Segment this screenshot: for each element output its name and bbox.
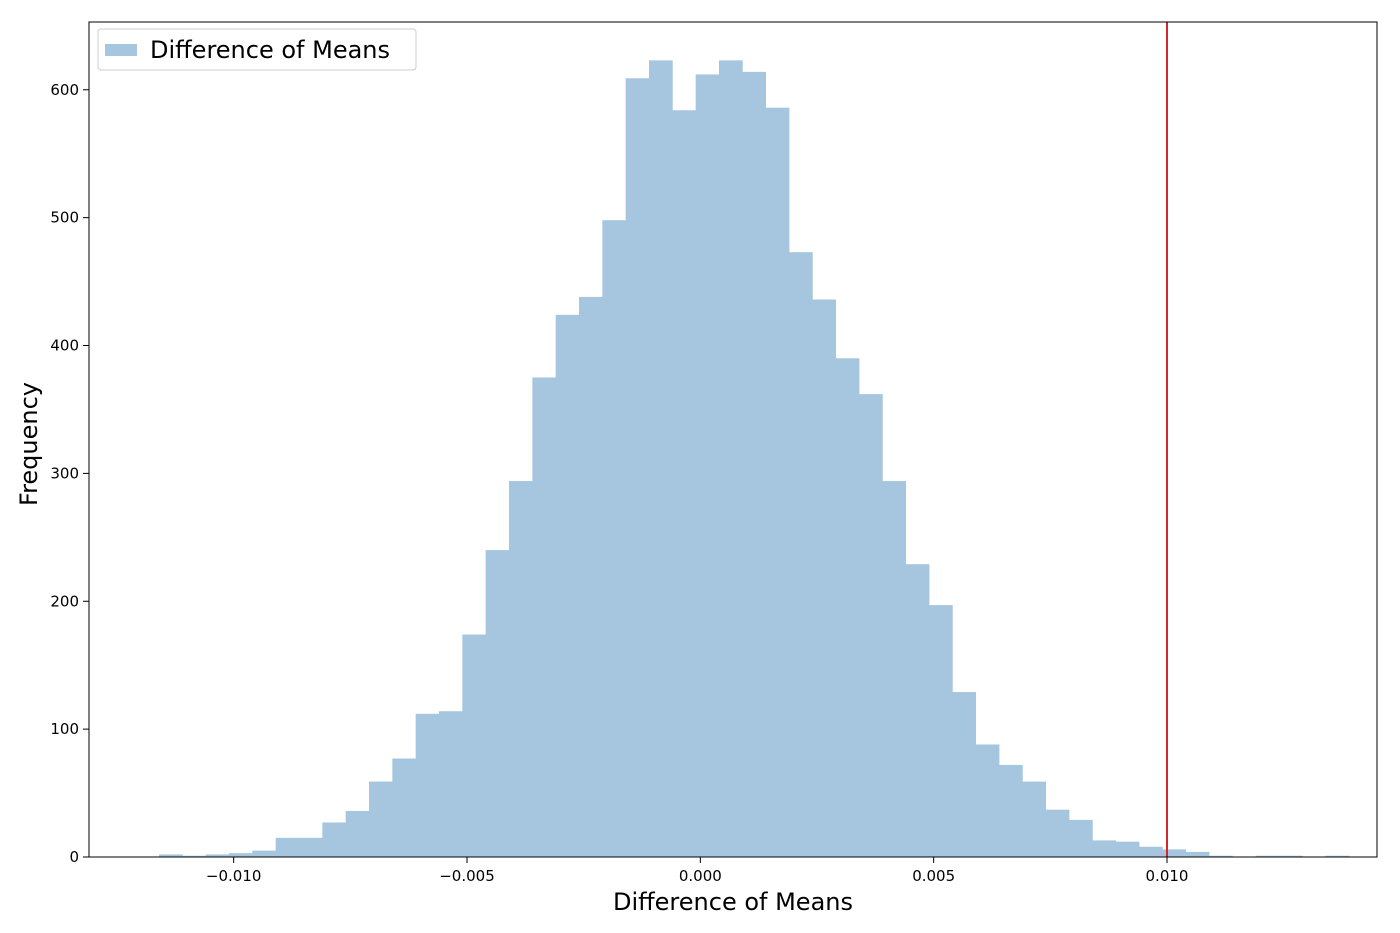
y-tick-label: 500 [50,209,79,227]
histogram-bar [602,220,627,857]
histogram-bar [1255,855,1280,857]
histogram-bar [999,764,1023,857]
histogram-bar [1139,846,1163,857]
legend-label: Difference of Means [150,36,390,64]
histogram-bar [742,71,767,858]
x-tick-label: 0.010 [1146,867,1189,885]
histogram-bar [1045,809,1070,857]
histogram-bar [532,377,557,857]
legend: Difference of Means [97,28,417,71]
histogram-bar [1325,855,1350,857]
histogram-bar [1092,840,1117,857]
histogram-bar [719,60,743,858]
legend-swatch [105,44,137,56]
histogram-bar [415,713,440,857]
histogram-bar [509,481,533,857]
histogram-bar [392,758,417,857]
y-axis-label: Frequency [15,382,43,506]
y-tick-label: 300 [50,464,79,482]
y-axis-ticks: 0 100 200 300 400 500 600 [50,81,89,866]
x-tick-label: −0.005 [439,867,495,885]
histogram-bar [322,822,347,857]
histogram-bar [812,299,837,858]
y-tick-label: 100 [50,720,79,738]
histogram-bar [229,853,253,857]
y-tick-label: 400 [50,337,79,355]
histogram-bar [882,481,907,857]
histogram-bar [625,78,650,857]
histogram-bar [789,252,813,858]
histogram-bar [182,855,207,857]
histogram-bar [765,107,790,858]
x-axis-label: Difference of Means [613,888,853,916]
histogram-bar [695,74,720,858]
histogram-bar [205,854,230,857]
plot-frame [88,21,1378,858]
histogram-bar [159,854,183,857]
histogram-bar [905,564,930,857]
histogram-bar [975,744,1000,857]
histogram-bar [1162,849,1187,857]
histogram-bar [952,692,977,857]
x-tick-label: 0.000 [679,867,722,885]
histogram-bar [555,314,580,858]
histogram-bar [369,781,393,857]
legend-box [97,28,417,71]
x-tick-label: −0.010 [206,867,262,885]
y-tick-label: 200 [50,592,79,610]
histogram-bars [159,60,1350,858]
x-axis-ticks: −0.010 −0.005 0.000 0.005 0.010 [206,857,1189,885]
x-tick-label: 0.005 [912,867,955,885]
histogram-bar [649,60,673,858]
histogram-bar [345,810,370,857]
histogram-bar [1279,855,1303,857]
histogram-bar [1069,819,1093,857]
y-tick-label: 600 [50,81,79,99]
histogram-bar [485,550,510,857]
histogram-bar [929,605,953,857]
histogram-bar [252,850,277,857]
histogram-bar [1185,851,1210,857]
histogram-bar [672,110,697,858]
histogram-bar [299,837,323,857]
histogram-bar [1209,855,1233,857]
y-tick-label: 0 [69,848,79,866]
histogram-bar [579,296,603,857]
histogram-bar [1022,781,1047,857]
histogram-bar [1115,841,1140,857]
histogram-bar [275,837,300,857]
histogram-bar [835,358,860,857]
histogram-bar [859,394,883,857]
histogram-bar [439,711,463,857]
histogram-bar [462,634,487,857]
